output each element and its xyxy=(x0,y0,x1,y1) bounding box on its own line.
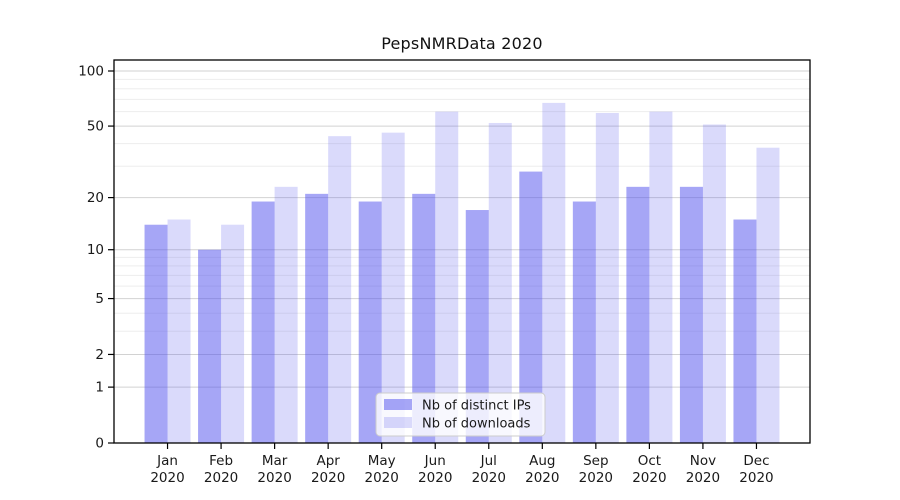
bar-jul-downloads xyxy=(488,122,512,443)
bar-aug-distinct-ips xyxy=(519,171,543,443)
plot-border xyxy=(113,59,811,444)
bar-mar-distinct-ips xyxy=(251,201,275,443)
bar-oct-distinct-ips xyxy=(626,186,650,443)
bar-jan-distinct-ips xyxy=(144,224,168,443)
x-tick-label-month-jun: Jun xyxy=(424,453,446,469)
x-tick-label-year: 2020 xyxy=(739,470,773,486)
y-tick-label-5: 5 xyxy=(95,291,104,307)
chart-title: PepsNMRData 2020 xyxy=(381,34,543,53)
y-tick-label-50: 50 xyxy=(87,119,104,135)
bar-jul-distinct-ips xyxy=(465,210,489,443)
legend-swatch-distinct-ips xyxy=(384,399,412,410)
bar-dec-downloads xyxy=(756,147,780,444)
bar-apr-downloads xyxy=(328,136,352,443)
y-tick-label-0: 0 xyxy=(95,436,104,452)
bar-nov-downloads xyxy=(702,124,726,443)
y-tick-label-1: 1 xyxy=(95,380,104,396)
x-tick-label-month-sep: Sep xyxy=(583,453,608,469)
bar-sep-downloads xyxy=(595,112,619,444)
x-tick-label-year: 2020 xyxy=(311,470,345,486)
x-tick-label-month-apr: Apr xyxy=(316,453,340,469)
x-tick-label-year: 2020 xyxy=(686,470,720,486)
x-tick-label-year: 2020 xyxy=(579,470,613,486)
x-tick-label-month-oct: Oct xyxy=(638,453,661,469)
bar-dec-distinct-ips xyxy=(733,219,757,443)
bar-jun-downloads xyxy=(435,111,459,444)
x-tick-label-month-aug: Aug xyxy=(529,453,555,469)
bar-apr-distinct-ips xyxy=(305,193,329,443)
bar-may-distinct-ips xyxy=(358,201,382,443)
x-tick-label-year: 2020 xyxy=(418,470,452,486)
x-tick-label-month-jul: Jul xyxy=(480,453,497,469)
legend-label-distinct-ips: Nb of distinct IPs xyxy=(422,399,531,414)
bar-feb-distinct-ips xyxy=(198,249,222,443)
x-tick-label-year: 2020 xyxy=(525,470,559,486)
y-tick-label-100: 100 xyxy=(78,64,104,80)
bar-jan-downloads xyxy=(167,219,191,443)
x-tick-label-year: 2020 xyxy=(472,470,506,486)
bar-jun-distinct-ips xyxy=(412,193,436,443)
bar-sep-distinct-ips xyxy=(572,201,596,443)
x-tick-label-month-mar: Mar xyxy=(262,453,288,469)
bar-mar-downloads xyxy=(274,186,298,443)
x-tick-label-month-jan: Jan xyxy=(156,453,178,469)
bar-may-downloads xyxy=(381,132,405,443)
x-tick-label-month-nov: Nov xyxy=(690,453,716,469)
bar-feb-downloads xyxy=(221,224,245,443)
legend-swatch-downloads xyxy=(384,417,412,428)
y-tick-label-20: 20 xyxy=(87,190,104,206)
x-tick-label-year: 2020 xyxy=(365,470,399,486)
y-tick-label-10: 10 xyxy=(87,242,104,258)
x-tick-label-year: 2020 xyxy=(150,470,184,486)
bar-nov-distinct-ips xyxy=(679,186,703,443)
x-tick-label-year: 2020 xyxy=(204,470,238,486)
x-tick-label-month-dec: Dec xyxy=(743,453,769,469)
y-tick-label-2: 2 xyxy=(95,347,104,363)
legend-box xyxy=(375,392,546,437)
x-tick-label-month-may: May xyxy=(368,453,396,469)
x-tick-label-year: 2020 xyxy=(632,470,666,486)
x-tick-label-year: 2020 xyxy=(257,470,291,486)
legend-label-downloads: Nb of downloads xyxy=(422,417,531,432)
x-tick-label-month-feb: Feb xyxy=(209,453,233,469)
bar-aug-downloads xyxy=(542,102,566,443)
bar-oct-downloads xyxy=(649,111,673,444)
